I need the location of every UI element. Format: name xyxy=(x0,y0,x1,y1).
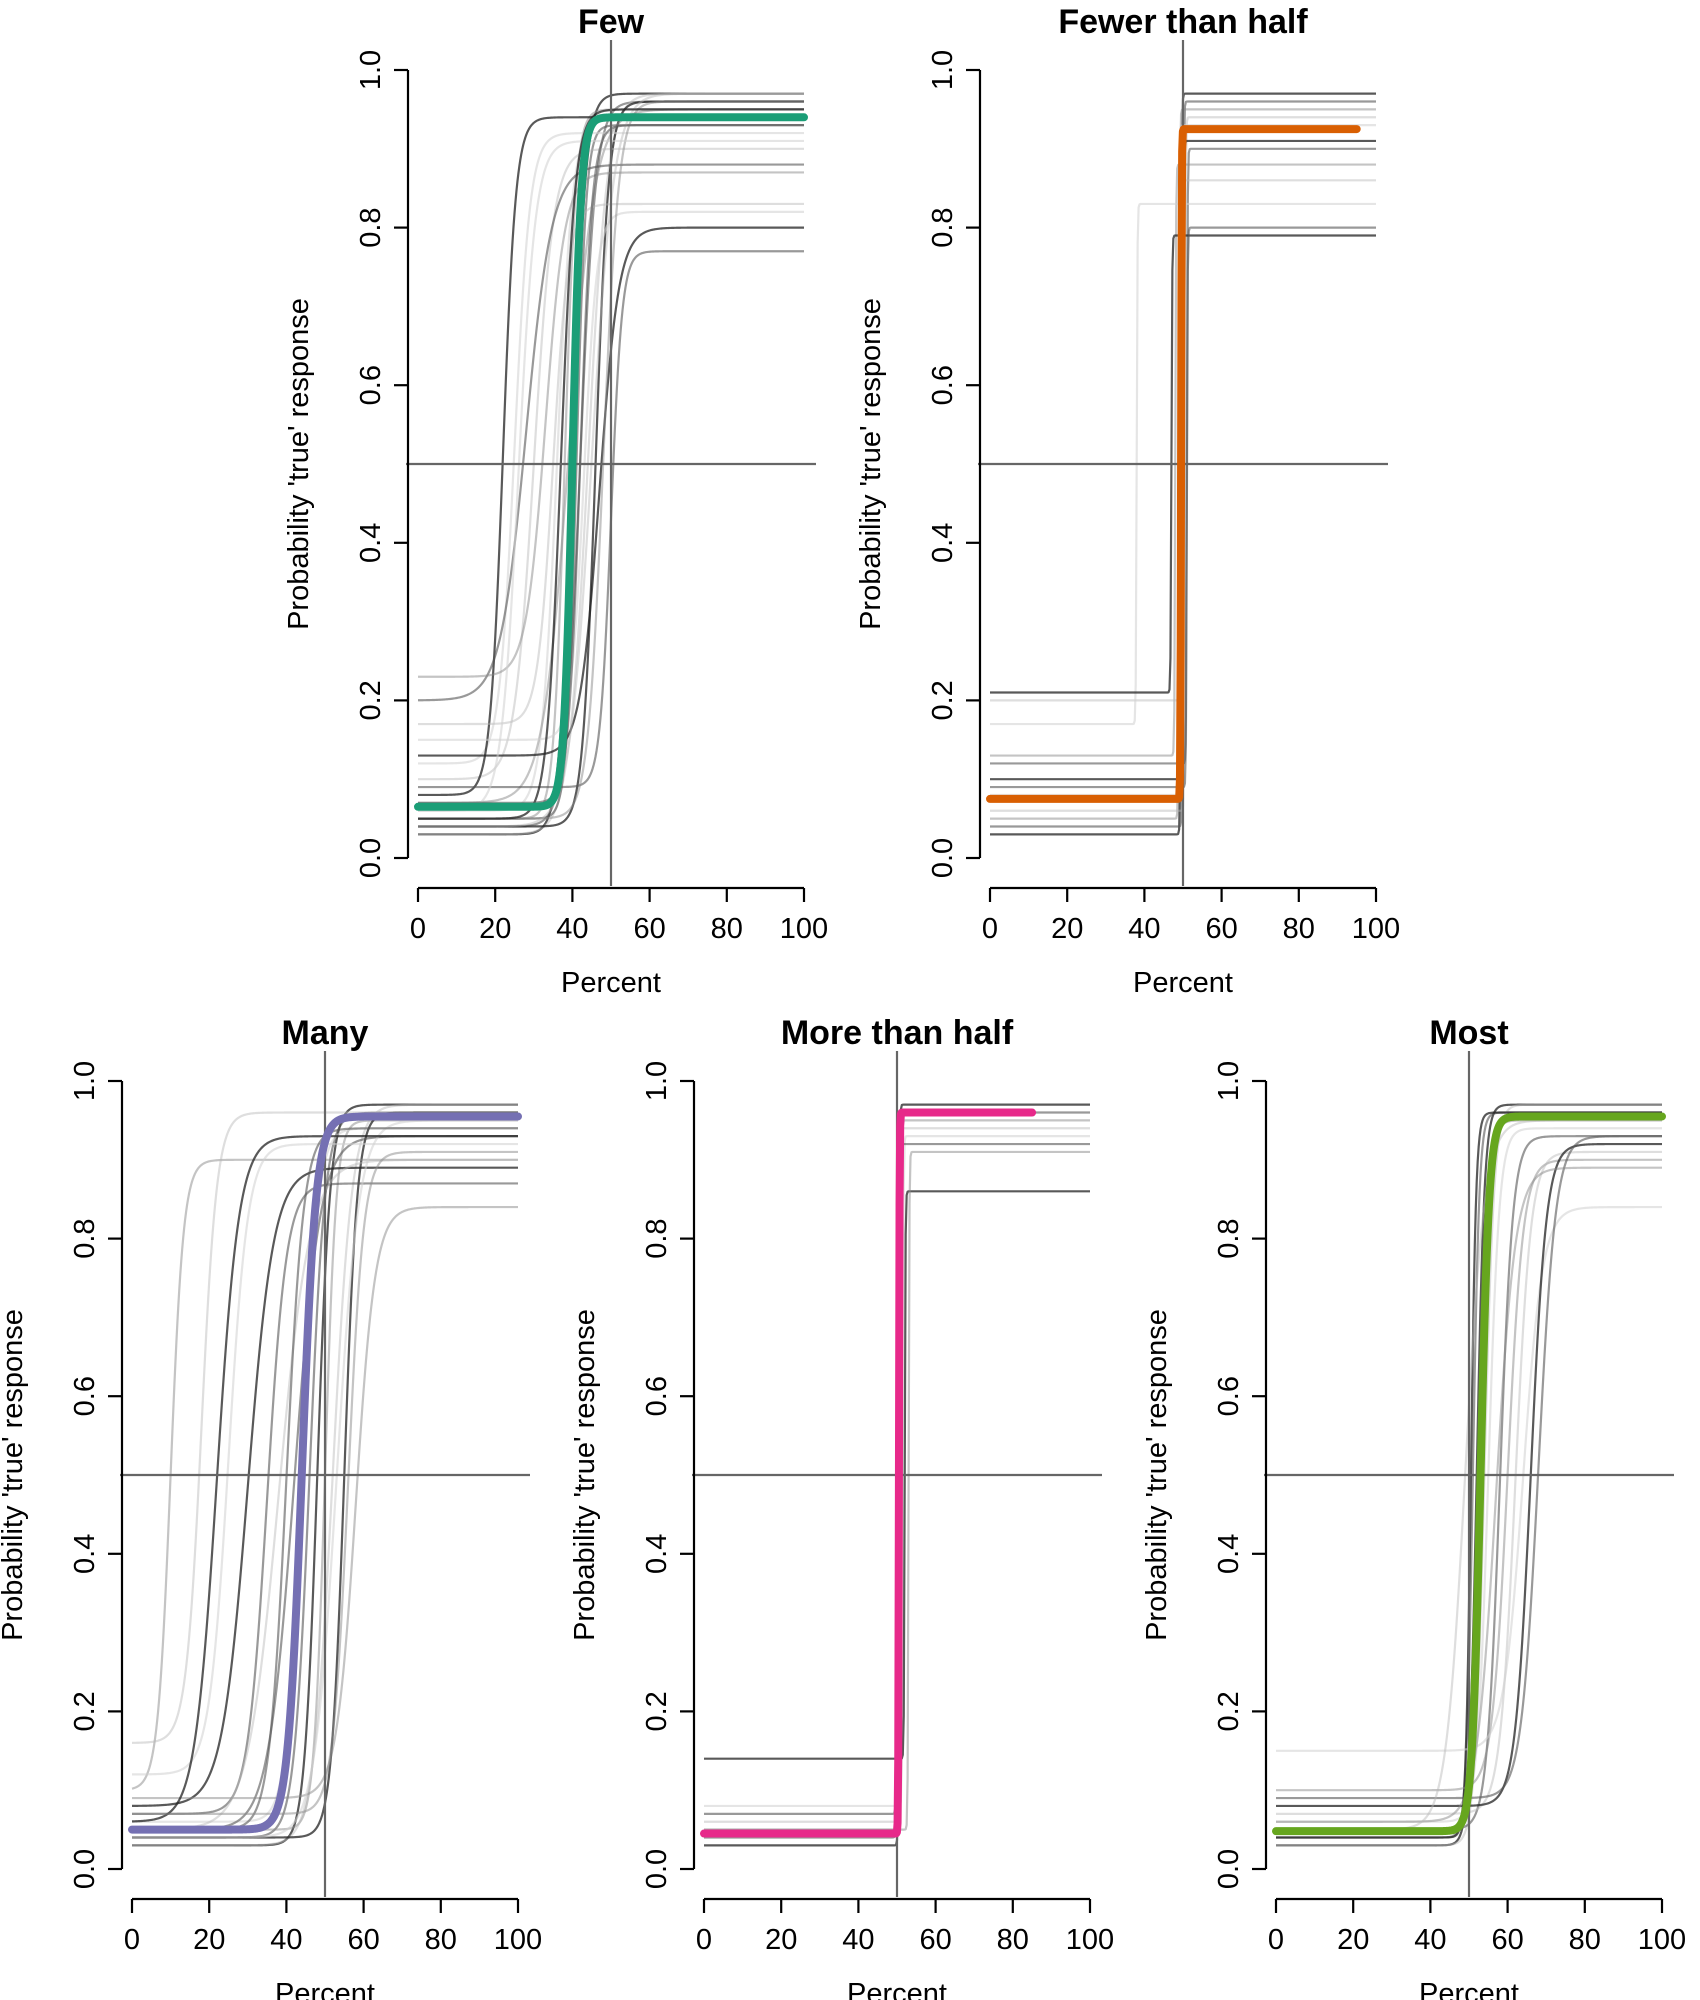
panel-few: 0.0 0.2 0.4 0.6 0.8 1.0 0 20 40 60 80 100 Few Percent… xyxy=(283,3,828,999)
x-tick-label: 0 xyxy=(124,1924,140,1956)
y-axis-label: Probability 'true' response xyxy=(1141,1309,1173,1641)
y-tick-label: 0.8 xyxy=(355,207,387,247)
x-tick-label: 60 xyxy=(1491,1924,1523,1956)
x-tick-label: 0 xyxy=(696,1924,712,1956)
y-tick-label: 1.0 xyxy=(69,1061,101,1101)
y-tick-label: 0.8 xyxy=(69,1218,101,1258)
x-tick-label: 100 xyxy=(780,913,828,945)
y-tick-label: 0.4 xyxy=(927,523,959,563)
mean-curve xyxy=(1272,1112,1666,1836)
panel-title: More than half xyxy=(781,1014,1014,1052)
y-tick-label: 0.2 xyxy=(355,680,387,720)
x-axis-label: Percent xyxy=(275,1978,375,2000)
y-tick-label: 0.0 xyxy=(927,838,959,878)
x-tick-label: 20 xyxy=(479,913,511,945)
x-tick-label: 80 xyxy=(1283,913,1315,945)
x-tick-label: 40 xyxy=(1414,1924,1446,1956)
y-axis-label: Probability 'true' response xyxy=(855,298,887,630)
x-tick-label: 0 xyxy=(1268,1924,1284,1956)
x-axis-label: Percent xyxy=(847,1978,947,2000)
x-tick-label: 20 xyxy=(193,1924,225,1956)
panel-title: Fewer than half xyxy=(1058,3,1308,41)
panel-title: Most xyxy=(1429,1014,1508,1052)
panel-title: Many xyxy=(282,1014,369,1052)
y-tick-label: 0.8 xyxy=(927,207,959,247)
y-tick-label: 1.0 xyxy=(355,50,387,90)
mean-curve xyxy=(986,125,1361,803)
x-tick-label: 80 xyxy=(425,1924,457,1956)
y-tick-label: 1.0 xyxy=(927,50,959,90)
y-tick-label: 0.2 xyxy=(1213,1691,1245,1731)
x-tick-label: 80 xyxy=(997,1924,1029,1956)
panel-fewer-than-half: 0.0 0.2 0.4 0.6 0.8 1.0 0 20 40 60 80 100 Fewer than… xyxy=(855,3,1400,999)
y-axis-label: Probability 'true' response xyxy=(283,298,315,630)
x-tick-label: 80 xyxy=(1569,1924,1601,1956)
y-tick-label: 0.0 xyxy=(1213,1849,1245,1889)
x-tick-label: 20 xyxy=(1337,1924,1369,1956)
x-tick-label: 40 xyxy=(556,913,588,945)
x-axis-label: Percent xyxy=(1133,967,1233,999)
y-tick-label: 0.4 xyxy=(1213,1534,1245,1574)
x-tick-label: 40 xyxy=(1128,913,1160,945)
x-axis-label: Percent xyxy=(561,967,661,999)
panel-title: Few xyxy=(578,3,645,41)
y-tick-label: 0.4 xyxy=(641,1534,673,1574)
mean-curve xyxy=(414,113,808,811)
x-axis-label: Percent xyxy=(1419,1978,1519,2000)
x-tick-label: 60 xyxy=(1205,913,1237,945)
x-tick-label: 40 xyxy=(270,1924,302,1956)
y-tick-label: 0.2 xyxy=(927,680,959,720)
x-tick-label: 100 xyxy=(494,1924,542,1956)
y-tick-label: 0.6 xyxy=(641,1376,673,1416)
panel-many: 0.0 0.2 0.4 0.6 0.8 1.0 0 20 40 60 80 100 Many Percen… xyxy=(0,1014,542,2000)
x-tick-label: 60 xyxy=(347,1924,379,1956)
y-tick-label: 0.6 xyxy=(355,365,387,405)
y-tick-label: 1.0 xyxy=(641,1061,673,1101)
y-tick-label: 0.0 xyxy=(641,1849,673,1889)
x-tick-label: 60 xyxy=(919,1924,951,1956)
y-axis-label: Probability 'true' response xyxy=(569,1309,601,1641)
y-tick-label: 0.4 xyxy=(69,1534,101,1574)
y-tick-label: 0.6 xyxy=(1213,1376,1245,1416)
x-tick-label: 20 xyxy=(1051,913,1083,945)
mean-curve xyxy=(128,1112,522,1834)
x-tick-label: 40 xyxy=(842,1924,874,1956)
x-tick-label: 20 xyxy=(765,1924,797,1956)
y-tick-label: 0.4 xyxy=(355,523,387,563)
x-tick-label: 80 xyxy=(711,913,743,945)
panel-most: 0.0 0.2 0.4 0.6 0.8 1.0 0 20 40 60 80 100 Most Percen… xyxy=(1141,1014,1686,2000)
y-tick-label: 0.8 xyxy=(641,1218,673,1258)
x-tick-label: 100 xyxy=(1352,913,1400,945)
x-tick-label: 100 xyxy=(1638,1924,1686,1956)
y-tick-label: 0.0 xyxy=(69,1849,101,1889)
y-tick-label: 0.8 xyxy=(1213,1218,1245,1258)
y-tick-label: 0.0 xyxy=(355,838,387,878)
mean-curve xyxy=(700,1108,1037,1838)
x-tick-label: 0 xyxy=(410,913,426,945)
panel-more-than-half: 0.0 0.2 0.4 0.6 0.8 1.0 0 20 40 60 80 100 More than … xyxy=(569,1014,1114,2000)
x-tick-label: 100 xyxy=(1066,1924,1114,1956)
y-tick-label: 1.0 xyxy=(1213,1061,1245,1101)
y-tick-label: 0.2 xyxy=(69,1691,101,1731)
y-tick-label: 0.6 xyxy=(927,365,959,405)
y-tick-label: 0.6 xyxy=(69,1376,101,1416)
y-axis-label: Probability 'true' response xyxy=(0,1309,29,1641)
y-tick-label: 0.2 xyxy=(641,1691,673,1731)
x-tick-label: 0 xyxy=(982,913,998,945)
x-tick-label: 60 xyxy=(633,913,665,945)
